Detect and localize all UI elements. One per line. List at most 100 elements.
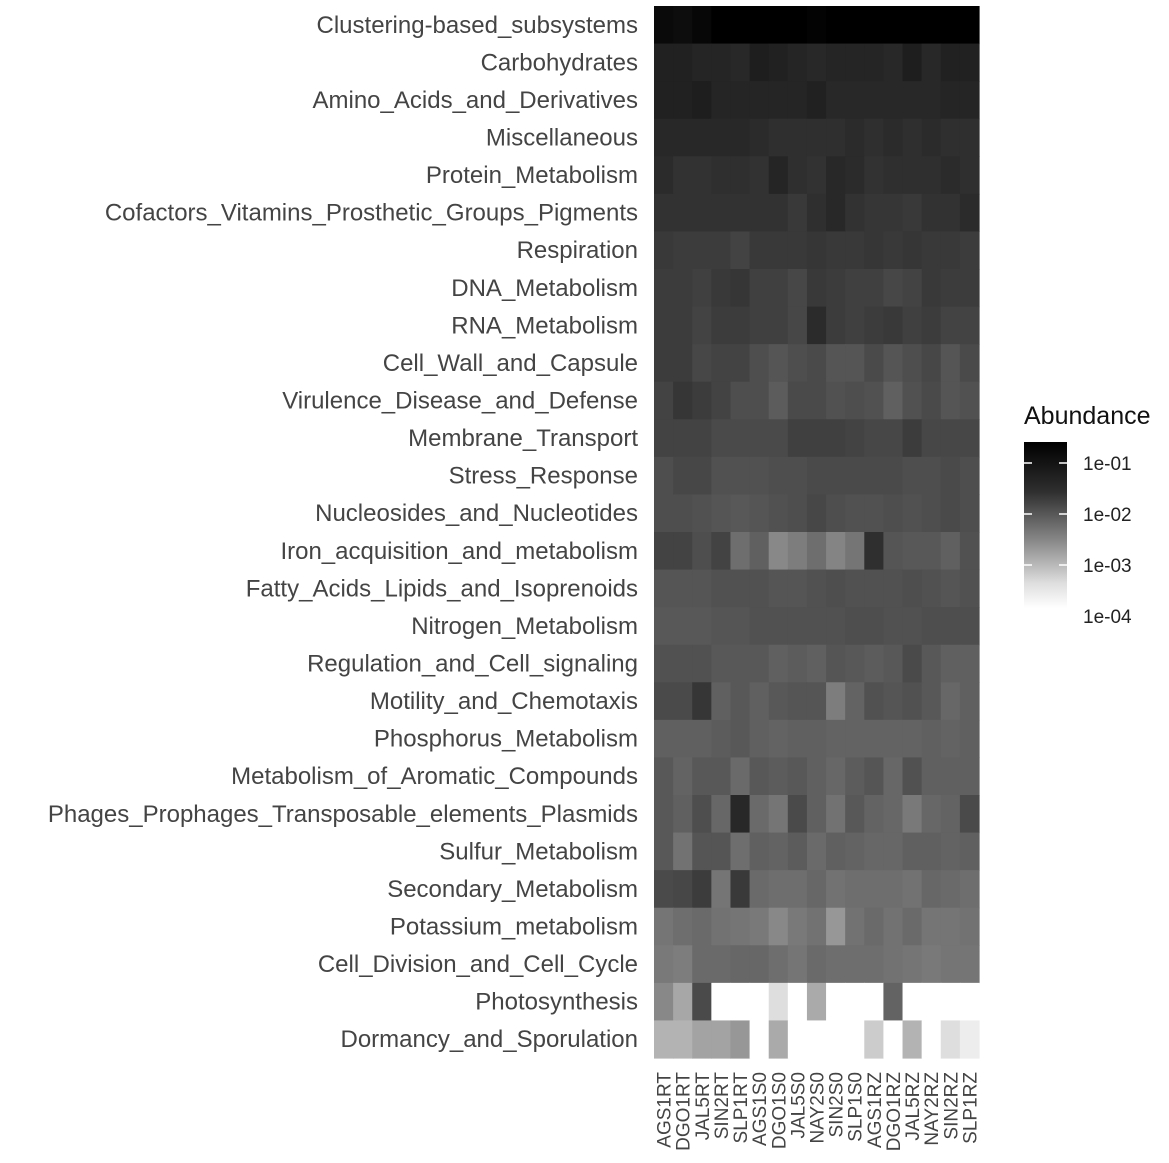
heatmap-cell <box>921 757 942 796</box>
heatmap-cell <box>692 870 712 909</box>
column-label: JAL5S0 <box>788 1072 809 1139</box>
row-label: Amino_Acids_and_Derivatives <box>313 87 639 114</box>
heatmap-cells <box>654 6 980 1059</box>
heatmap-cell <box>654 719 674 759</box>
heatmap-cell <box>692 306 712 345</box>
heatmap-cell <box>845 156 865 195</box>
heatmap-cell <box>959 193 980 233</box>
heatmap-cell <box>768 494 789 533</box>
heatmap-cell <box>787 231 808 270</box>
heatmap-cell <box>959 344 980 383</box>
heatmap-cell <box>787 6 808 45</box>
heatmap-cell <box>883 907 904 946</box>
heatmap-cell <box>806 456 827 496</box>
heatmap-cell <box>921 907 942 946</box>
heatmap-cell <box>902 456 923 496</box>
heatmap-cell <box>921 81 942 120</box>
heatmap-cell <box>787 43 808 82</box>
heatmap-cell <box>921 306 942 345</box>
heatmap-cell <box>921 607 942 646</box>
heatmap-cell <box>711 870 732 909</box>
heatmap-cell <box>940 1020 961 1059</box>
heatmap-cell <box>654 193 674 233</box>
legend: Abundance 1e-01 1e-02 1e-03 1e-04 <box>1024 402 1151 628</box>
heatmap-cell <box>921 231 942 270</box>
heatmap-cell <box>768 569 789 608</box>
heatmap-cell <box>902 1020 923 1059</box>
heatmap-cell <box>749 757 770 796</box>
heatmap-cell <box>654 6 674 45</box>
legend-ticks: 1e-01 1e-02 1e-03 1e-04 <box>1024 454 1132 628</box>
heatmap-cell <box>749 907 770 946</box>
heatmap-cell <box>826 832 846 871</box>
heatmap-cell <box>673 419 693 458</box>
heatmap-cell <box>654 644 674 683</box>
heatmap-cell <box>654 569 674 608</box>
heatmap-cell <box>692 43 712 82</box>
heatmap-cell <box>711 193 732 233</box>
heatmap-cell <box>826 381 846 420</box>
heatmap-cell <box>730 569 751 608</box>
heatmap-cell <box>749 682 770 721</box>
heatmap-cell <box>902 945 923 984</box>
heatmap-cell <box>940 644 961 683</box>
heatmap-cell <box>921 456 942 496</box>
heatmap-cell <box>654 1020 674 1059</box>
heatmap-cell <box>673 193 693 233</box>
heatmap-cell <box>959 532 980 571</box>
heatmap-cell <box>806 419 827 458</box>
heatmap-cell <box>921 193 942 233</box>
heatmap-cell <box>673 156 693 195</box>
heatmap-cell <box>806 156 827 195</box>
heatmap-cell <box>787 494 808 533</box>
heatmap-cell <box>692 757 712 796</box>
heatmap-cell <box>864 231 885 270</box>
heatmap-cell <box>787 532 808 571</box>
heatmap-cell <box>711 682 732 721</box>
heatmap-cell <box>902 381 923 420</box>
heatmap-cell <box>711 81 732 120</box>
heatmap-cell <box>902 118 923 157</box>
heatmap-cell <box>883 494 904 533</box>
heatmap-cell <box>692 118 712 157</box>
heatmap-cell <box>730 982 751 1022</box>
heatmap-cell <box>902 569 923 608</box>
heatmap-cell <box>826 306 846 345</box>
heatmap-cell <box>673 569 693 608</box>
heatmap-cell <box>940 156 961 195</box>
heatmap-cell <box>883 757 904 796</box>
heatmap-cell <box>826 456 846 496</box>
heatmap-cell <box>730 494 751 533</box>
heatmap-cell <box>711 795 732 834</box>
row-label: Metabolism_of_Aromatic_Compounds <box>231 763 638 790</box>
heatmap-cell <box>787 81 808 120</box>
heatmap-cell <box>902 231 923 270</box>
heatmap-cell <box>883 456 904 496</box>
heatmap-cell <box>826 1020 846 1059</box>
heatmap-cell <box>940 81 961 120</box>
column-label: SLP1S0 <box>846 1072 867 1142</box>
heatmap-cell <box>768 6 789 45</box>
heatmap-cell <box>959 269 980 308</box>
heatmap-cell <box>921 156 942 195</box>
heatmap-cell <box>864 381 885 420</box>
heatmap-cell <box>845 344 865 383</box>
heatmap-cell <box>883 118 904 157</box>
heatmap-cell <box>940 381 961 420</box>
heatmap-cell <box>902 306 923 345</box>
heatmap-cell <box>845 381 865 420</box>
heatmap-cell <box>654 306 674 345</box>
heatmap-cell <box>692 156 712 195</box>
heatmap-cell <box>806 832 827 871</box>
heatmap-cell <box>692 945 712 984</box>
heatmap-cell <box>959 1020 980 1059</box>
heatmap-cell <box>806 81 827 120</box>
row-label: Secondary_Metabolism <box>387 876 638 903</box>
heatmap-cell <box>654 381 674 420</box>
heatmap-cell <box>730 832 751 871</box>
heatmap-cell <box>787 569 808 608</box>
heatmap-cell <box>787 419 808 458</box>
heatmap-cell <box>845 569 865 608</box>
heatmap-cell <box>940 832 961 871</box>
heatmap-cell <box>787 982 808 1022</box>
